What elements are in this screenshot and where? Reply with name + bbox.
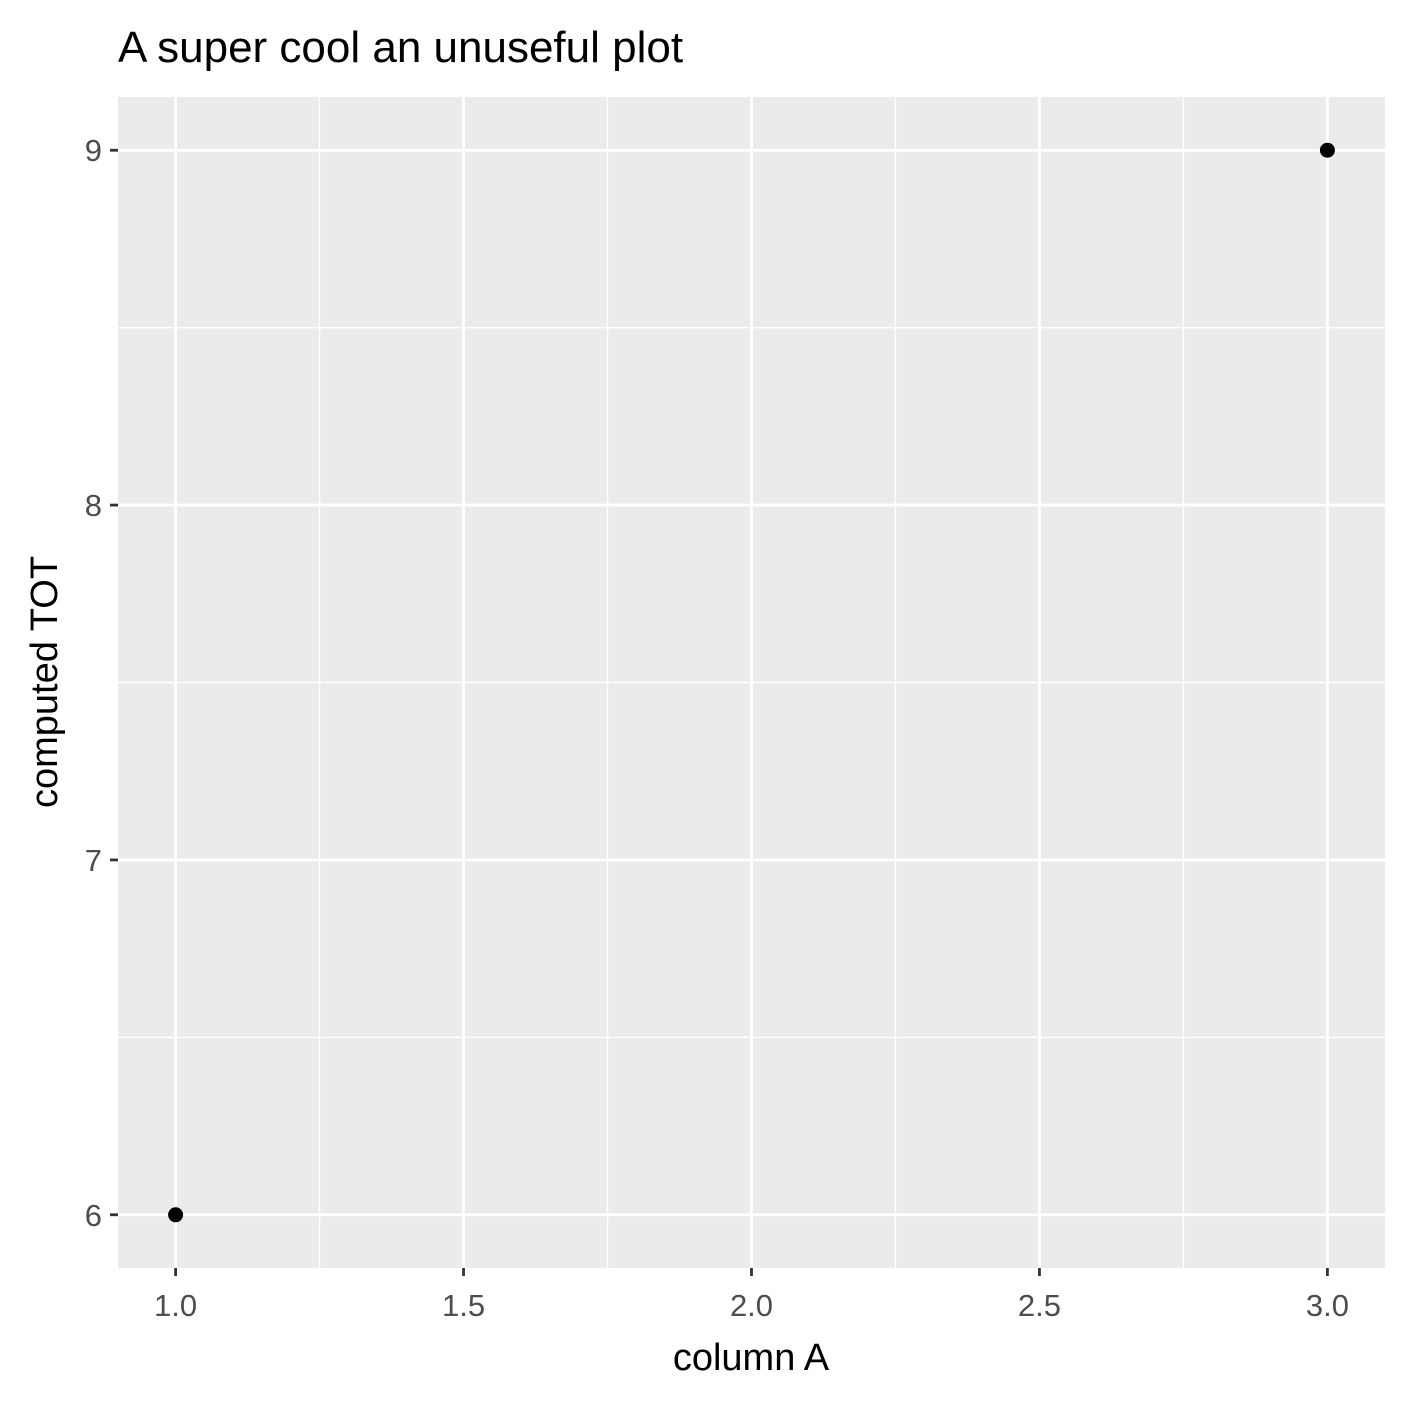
x-tick-label: 2.5 — [1018, 1288, 1061, 1323]
major-gridlines — [118, 97, 1385, 1268]
y-tick-label: 7 — [85, 843, 102, 878]
y-axis: 6 7 8 9 — [85, 133, 118, 1233]
y-tick-label: 6 — [85, 1198, 102, 1233]
x-tick-label: 1.5 — [442, 1288, 485, 1323]
x-tick-label: 2.0 — [730, 1288, 773, 1323]
y-tick-label: 9 — [85, 133, 102, 168]
data-point — [1319, 142, 1335, 158]
x-axis: 1.0 1.5 2.0 2.5 3.0 — [154, 1268, 1349, 1323]
chart-title: A super cool an unuseful plot — [118, 23, 683, 72]
y-tick-label: 8 — [85, 488, 102, 523]
x-axis-title: column A — [673, 1337, 830, 1379]
data-point — [168, 1207, 184, 1223]
x-tick-label: 1.0 — [154, 1288, 197, 1323]
y-axis-title: computed TOT — [24, 556, 66, 808]
data-points — [168, 142, 1335, 1223]
x-tick-label: 3.0 — [1306, 1288, 1349, 1323]
